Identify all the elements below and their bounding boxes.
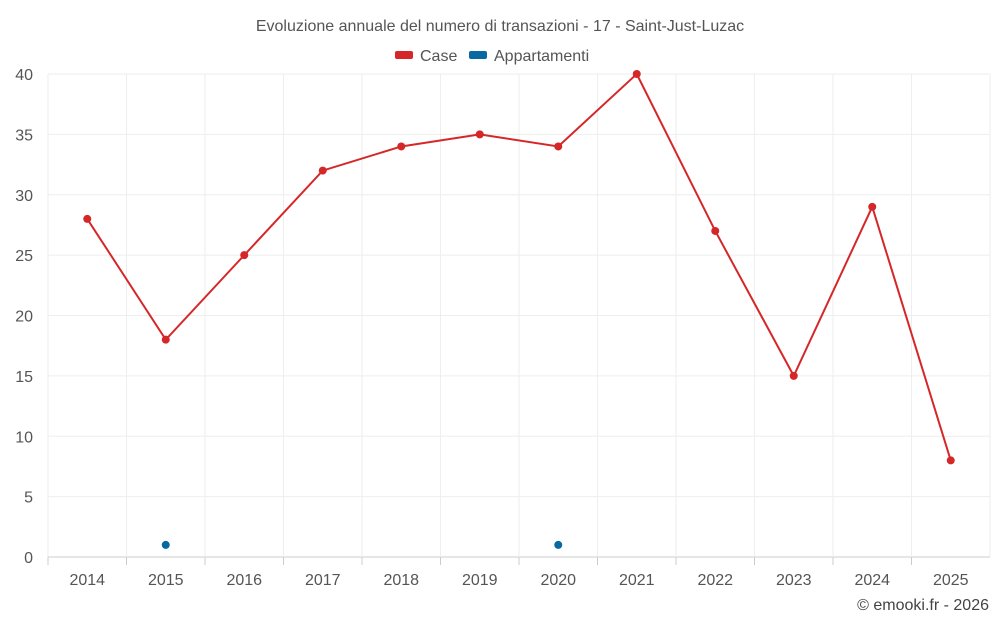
x-tick-label: 2022 <box>697 572 733 589</box>
data-point-case-2021 <box>632 70 641 78</box>
y-tick-label: 25 <box>15 248 33 265</box>
x-tick-label: 2018 <box>383 572 419 589</box>
x-tick-label: 2019 <box>462 572 498 589</box>
y-tick-label: 5 <box>24 490 33 507</box>
series-line-case <box>86 72 952 461</box>
x-tick-label: 2024 <box>854 572 890 589</box>
x-tick-label: 2015 <box>148 572 184 589</box>
grid <box>47 73 991 558</box>
y-tick-label: 35 <box>15 127 33 144</box>
legend-swatch-case <box>395 51 413 59</box>
y-tick-label: 40 <box>15 67 33 84</box>
legend-swatch-appartamenti <box>469 51 487 59</box>
data-point-case-2018 <box>397 142 406 151</box>
data-point-appartamenti-2020 <box>554 540 563 549</box>
data-point-appartamenti-2015 <box>161 540 170 549</box>
x-tick-label: 2021 <box>619 572 655 589</box>
chart-title: Evoluzione annuale del numero di transaz… <box>256 18 744 35</box>
x-tick-label: 2017 <box>305 572 341 589</box>
y-tick-label: 30 <box>15 188 33 205</box>
data-point-case-2020 <box>554 142 563 151</box>
y-tick-label: 20 <box>15 309 33 326</box>
y-axis: 0 5 10 15 20 25 30 35 40 <box>15 67 33 567</box>
data-point-case-2022 <box>711 226 720 235</box>
data-point-case-2015 <box>161 335 170 344</box>
data-point-case-2025 <box>946 456 955 465</box>
legend: Case Appartamenti <box>395 48 589 65</box>
data-point-case-2024 <box>868 202 877 211</box>
legend-label-case: Case <box>420 48 457 65</box>
x-tick-label: 2016 <box>226 572 262 589</box>
y-tick-label: 10 <box>15 429 33 446</box>
data-point-case-2017 <box>318 166 327 175</box>
legend-label-appartamenti: Appartamenti <box>494 48 589 65</box>
series-group <box>83 70 955 549</box>
y-tick-label: 15 <box>15 369 33 386</box>
x-tick-label: 2014 <box>69 572 105 589</box>
credit-text: © emooki.fr - 2026 <box>857 597 989 614</box>
data-point-case-2014 <box>83 214 92 223</box>
x-tick-label: 2025 <box>933 572 969 589</box>
x-axis: 2014 2015 2016 2017 2018 2019 2020 2021 2022 2023… <box>47 557 969 589</box>
x-tick-label: 2020 <box>540 572 576 589</box>
data-point-case-2023 <box>789 371 798 380</box>
y-tick-label: 0 <box>24 550 33 567</box>
data-point-case-2016 <box>240 251 249 260</box>
data-point-case-2019 <box>475 130 484 139</box>
x-tick-label: 2023 <box>776 572 812 589</box>
